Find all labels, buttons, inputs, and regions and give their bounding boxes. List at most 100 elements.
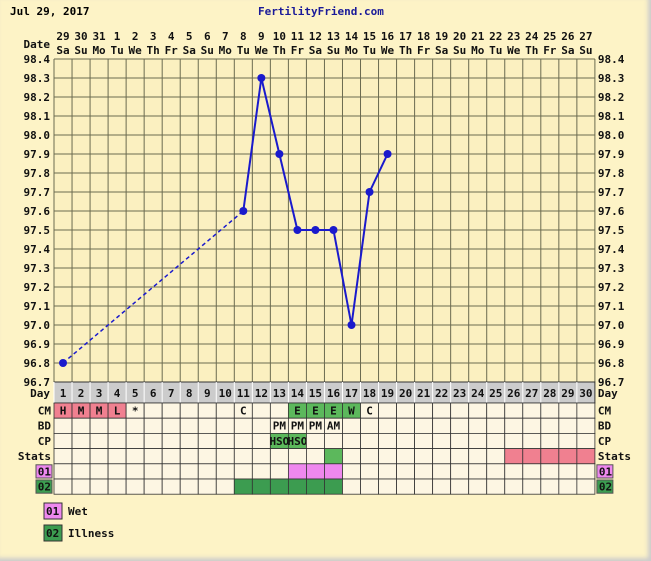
temp-line bbox=[260, 77, 281, 155]
row-cell-01 bbox=[107, 463, 127, 480]
row-cell-01 bbox=[324, 463, 343, 480]
row-cell-01 bbox=[179, 463, 199, 480]
row-cell-stats bbox=[414, 448, 434, 465]
row-cell-01 bbox=[396, 463, 416, 480]
day-number: 19 bbox=[381, 387, 394, 400]
row-cell-01 bbox=[432, 463, 452, 480]
row-cell-bd bbox=[486, 417, 506, 434]
day-number: 15 bbox=[309, 387, 322, 400]
y-tick-label-left: 97.6 bbox=[24, 205, 51, 218]
y-tick-label-left: 97.8 bbox=[24, 167, 51, 180]
row-cell-cm bbox=[396, 402, 416, 419]
date-tick: 13 bbox=[327, 30, 340, 43]
row-cell-cp bbox=[107, 432, 127, 449]
y-tick-label-right: 97.8 bbox=[598, 167, 625, 180]
row-cell-02 bbox=[486, 478, 506, 495]
weekday-tick: We bbox=[255, 44, 269, 57]
row-cell-cp bbox=[414, 432, 434, 449]
row-cell-cp bbox=[396, 432, 416, 449]
day-number: 26 bbox=[507, 387, 521, 400]
date-label: Date bbox=[24, 38, 51, 51]
row-cell-bd bbox=[558, 417, 578, 434]
row-cell-stats bbox=[143, 448, 163, 465]
row-cell-01 bbox=[414, 463, 434, 480]
row-label-left: 01 bbox=[38, 465, 52, 478]
row-cell-bd bbox=[378, 417, 397, 434]
date-tick: 4 bbox=[168, 30, 175, 43]
date-tick: 2 bbox=[132, 30, 139, 43]
weekday-tick: Su bbox=[579, 44, 592, 57]
row-cell-bd bbox=[360, 417, 379, 434]
day-number: 7 bbox=[168, 387, 175, 400]
date-tick: 5 bbox=[186, 30, 193, 43]
row-label-swatch bbox=[596, 479, 614, 494]
row-cell-01 bbox=[558, 463, 578, 480]
row-cell-stats bbox=[233, 448, 253, 465]
row-cell-bd bbox=[161, 417, 181, 434]
site-name[interactable]: FertilityFriend.com bbox=[258, 5, 384, 18]
row-cell-cp bbox=[432, 432, 452, 449]
row-cell-01 bbox=[504, 463, 524, 480]
day-number: 11 bbox=[237, 387, 251, 400]
row-label-right: CP bbox=[598, 435, 612, 448]
weekday-tick: Sa bbox=[56, 44, 69, 57]
y-tick-label-left: 97.2 bbox=[24, 281, 51, 294]
weekday-tick: Fr bbox=[165, 44, 179, 57]
row-cell-stats bbox=[360, 448, 379, 465]
weekday-tick: Su bbox=[453, 44, 466, 57]
row-cell-cp bbox=[450, 432, 470, 449]
row-cell-02 bbox=[71, 478, 91, 495]
y-tick-label-left: 97.3 bbox=[24, 262, 51, 275]
day-number: 20 bbox=[399, 387, 412, 400]
day-number: 29 bbox=[561, 387, 574, 400]
row-cell-02 bbox=[522, 478, 542, 495]
day-number: 14 bbox=[291, 387, 305, 400]
weekday-tick: Mo bbox=[345, 44, 359, 57]
row-label-right: 02 bbox=[599, 481, 612, 494]
weekday-tick: Mo bbox=[219, 44, 233, 57]
row-cell-01 bbox=[161, 463, 181, 480]
row-cell-bd bbox=[414, 417, 434, 434]
row-cell-bd bbox=[71, 417, 91, 434]
row-cell-bd bbox=[432, 417, 452, 434]
row-cell-stats bbox=[558, 448, 578, 465]
legend-swatch bbox=[43, 524, 63, 542]
y-tick-label-right: 97.5 bbox=[598, 224, 625, 237]
temp-point bbox=[293, 226, 302, 234]
y-tick-label-right: 97.9 bbox=[598, 148, 625, 161]
y-tick-label-right: 97.0 bbox=[598, 319, 625, 332]
row-cell-02 bbox=[504, 478, 524, 495]
day-number: 6 bbox=[150, 387, 157, 400]
row-cell-text: E bbox=[330, 405, 337, 418]
row-cell-stats bbox=[378, 448, 397, 465]
row-cell-stats bbox=[486, 448, 506, 465]
row-cell-02 bbox=[468, 478, 488, 495]
y-tick-label-left: 96.9 bbox=[24, 338, 51, 351]
row-cell-stats bbox=[215, 448, 235, 465]
y-tick-label-left: 97.9 bbox=[24, 148, 51, 161]
row-label-swatch bbox=[35, 464, 53, 479]
y-tick-label-right: 98.4 bbox=[598, 53, 625, 66]
date-tick: 6 bbox=[204, 30, 211, 43]
day-number: 1 bbox=[60, 387, 67, 400]
row-cell-text: H bbox=[60, 405, 67, 418]
weekday-tick: Tu bbox=[110, 44, 123, 57]
y-tick-label-left: 98.3 bbox=[24, 72, 51, 85]
row-cell-02 bbox=[558, 478, 578, 495]
row-cell-bd bbox=[107, 417, 127, 434]
legend-label: Wet bbox=[68, 505, 88, 518]
row-cell-cm bbox=[269, 402, 289, 419]
row-cell-01 bbox=[522, 463, 542, 480]
row-cell-cm bbox=[558, 402, 578, 419]
row-cell-cp bbox=[179, 432, 199, 449]
y-tick-label-right: 96.7 bbox=[598, 376, 625, 389]
weekday-tick: Th bbox=[273, 44, 286, 57]
row-cell-02 bbox=[450, 478, 470, 495]
row-cell-cp bbox=[89, 432, 109, 449]
row-cell-stats bbox=[576, 448, 596, 465]
date-tick: 15 bbox=[363, 30, 376, 43]
date-tick: 27 bbox=[579, 30, 592, 43]
weekday-tick: Sa bbox=[435, 44, 448, 57]
temp-line bbox=[278, 153, 299, 231]
